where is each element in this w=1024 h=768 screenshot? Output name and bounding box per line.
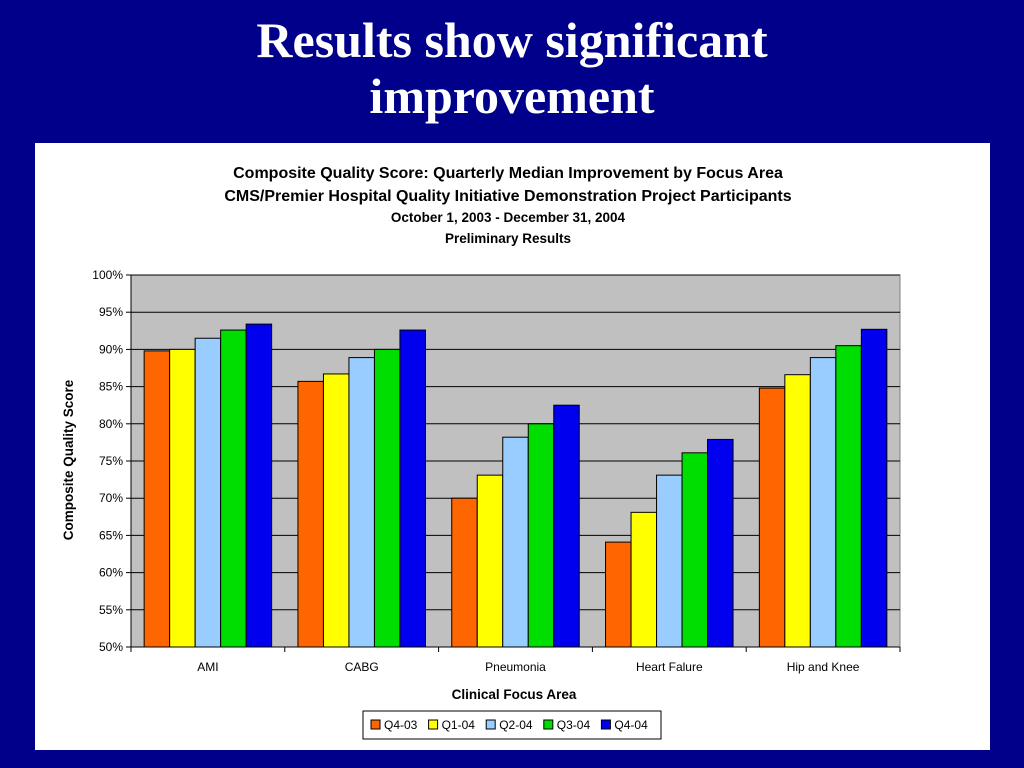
y-tick-label: 85% (99, 380, 123, 394)
legend-swatch (428, 719, 439, 730)
y-tick-label: 70% (99, 491, 123, 505)
legend-swatch (600, 719, 611, 730)
x-tick-label: CABG (345, 660, 379, 674)
legend-label: Q4-03 (384, 718, 418, 732)
slide-title-line-2: improvement (369, 68, 655, 124)
y-axis-label: Composite Quality Score (61, 379, 76, 540)
bar (835, 345, 862, 648)
legend-swatch (543, 719, 554, 730)
bar (194, 337, 222, 648)
y-tick-label: 80% (99, 417, 123, 431)
legend-box (362, 710, 662, 740)
bar-chart: Composite Quality Score: Quarterly Media… (61, 165, 901, 740)
y-tick-label: 90% (99, 342, 123, 356)
bar (656, 474, 683, 648)
x-tick-label: Heart Falure (636, 660, 703, 674)
y-tick-label: 50% (99, 640, 123, 654)
bar (681, 452, 709, 648)
bar (245, 323, 273, 648)
x-tick-label: AMI (197, 660, 218, 674)
bar (373, 348, 401, 648)
legend-swatch (370, 719, 381, 730)
legend-label: Q3-04 (557, 718, 591, 732)
slide-title: Results show significant improvement (0, 12, 1024, 124)
bar (502, 436, 529, 648)
bar (553, 404, 580, 648)
bar (707, 438, 734, 648)
legend: Q4-03 Q1-04 Q2-04 Q3-04 Q4-04 (362, 710, 662, 740)
legend-label: Q1-04 (442, 718, 476, 732)
slide-title-line-1: Results show significant (256, 12, 768, 68)
legend-label: Q2-04 (499, 718, 533, 732)
y-tick-label: 75% (99, 454, 123, 468)
bar (784, 374, 811, 648)
y-tick-label: 55% (99, 603, 123, 617)
bar (297, 380, 324, 648)
y-tick-label: 100% (92, 268, 123, 282)
bar (169, 348, 196, 648)
bar (451, 497, 478, 648)
bar (348, 357, 375, 648)
x-tick-label: Hip and Knee (787, 660, 860, 674)
chart-panel: Composite Quality Score: Quarterly Media… (35, 143, 990, 750)
chart-date-range: October 1, 2003 - December 31, 2004 (391, 210, 626, 225)
bar (220, 329, 247, 648)
x-tick-label: Pneumonia (485, 660, 546, 674)
bar (605, 541, 632, 648)
chart-preliminary-note: Preliminary Results (445, 231, 571, 246)
chart-subtitle: CMS/Premier Hospital Quality Initiative … (224, 188, 791, 205)
plot-area: 50% 55% 60% 65% 70% 75% 80% 85% 90% 95% 100% AMI CAB… (92, 268, 901, 674)
legend-swatch (485, 719, 496, 730)
bar (809, 357, 837, 648)
bar (322, 373, 350, 648)
bar (143, 350, 171, 648)
legend-label: Q4-04 (614, 718, 648, 732)
bar (758, 387, 786, 648)
bar (527, 423, 555, 648)
y-tick-label: 65% (99, 528, 123, 542)
bar (476, 474, 504, 648)
bar (630, 511, 658, 648)
bar (399, 329, 426, 648)
y-tick-label: 95% (99, 305, 123, 319)
bar (860, 328, 888, 648)
x-axis-label: Clinical Focus Area (452, 687, 577, 702)
chart-title: Composite Quality Score: Quarterly Media… (233, 165, 783, 182)
y-tick-label: 60% (99, 566, 123, 580)
